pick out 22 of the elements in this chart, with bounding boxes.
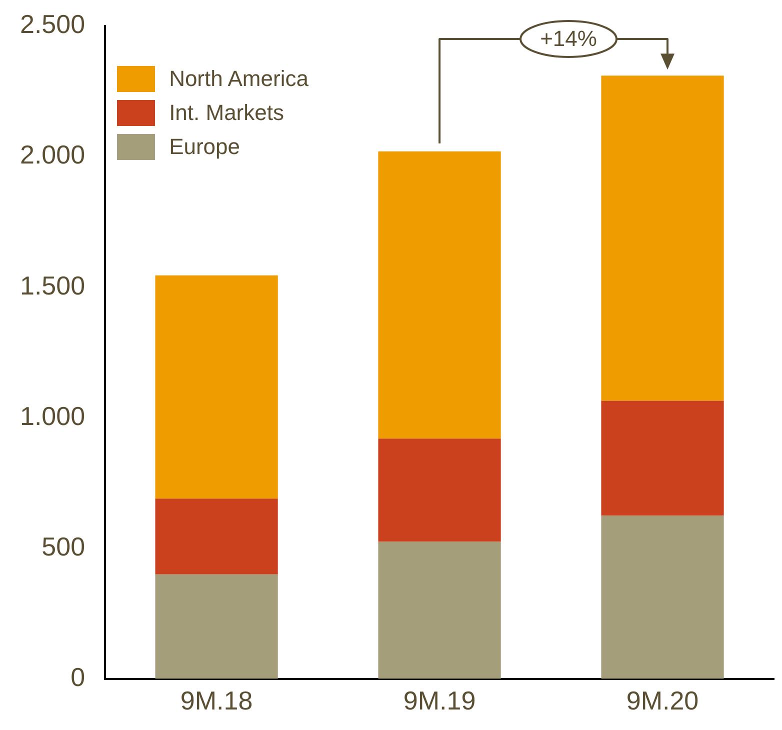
bar: [601, 516, 724, 679]
x-tick-label: 9M.18: [180, 686, 253, 716]
legend-label: Europe: [169, 134, 240, 160]
y-tick-label: 2.500: [20, 9, 86, 40]
legend-label: North America: [169, 66, 308, 92]
y-tick-label: 0: [70, 662, 86, 692]
bar: [601, 400, 724, 516]
y-tick-label: 500: [42, 531, 86, 562]
bar: [155, 498, 278, 574]
bar: [378, 542, 501, 679]
y-tick-label: 1.500: [20, 270, 86, 300]
bar: [378, 438, 501, 542]
x-tick-label: 9M.20: [626, 686, 699, 716]
legend-label: Int. Markets: [169, 100, 284, 126]
bar: [601, 76, 724, 401]
y-tick-label: 2.000: [20, 140, 86, 170]
annotation: +14%: [540, 26, 597, 52]
bar: [378, 151, 501, 439]
y-tick-label: 1.000: [20, 400, 86, 431]
x-tick-label: 9M.19: [403, 686, 476, 716]
bar: [155, 275, 278, 499]
bar: [155, 574, 278, 679]
